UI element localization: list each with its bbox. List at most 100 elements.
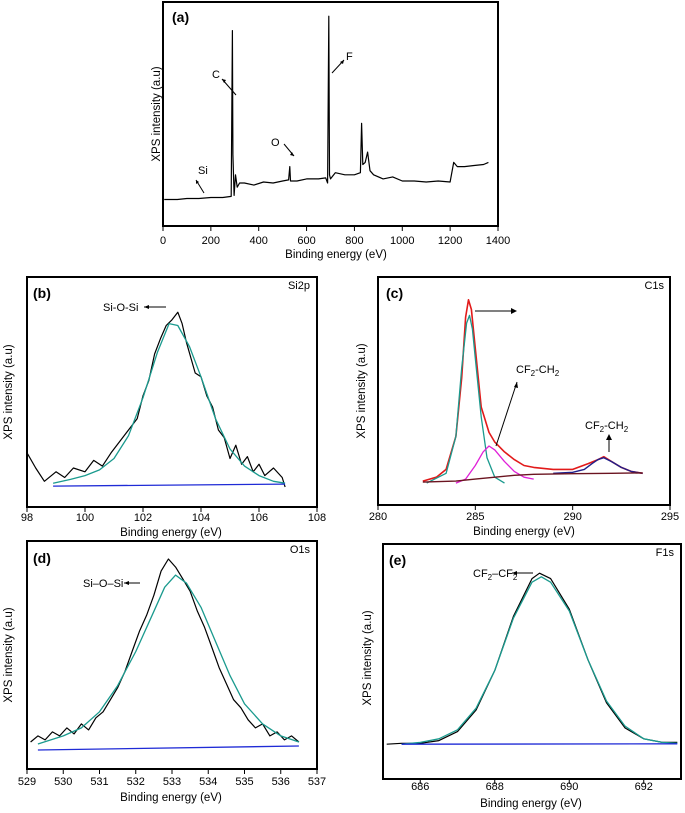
x-tick-label: 600 (297, 235, 315, 247)
plot-frame (382, 543, 682, 780)
x-tick-label: 104 (192, 512, 210, 524)
peak-label-o: O (271, 137, 280, 149)
x-tick-label: 290 (563, 511, 581, 523)
arrowhead (222, 79, 226, 83)
x-axis-label: Binding energy (eV) (120, 527, 222, 539)
arrowhead (196, 180, 199, 184)
x-tick-label: 536 (272, 776, 290, 788)
arrowhead (606, 434, 612, 440)
x-tick-label: 531 (90, 776, 108, 788)
corner-label: F1s (656, 547, 675, 559)
x-tick-label: 537 (308, 776, 326, 788)
series-raw-line (164, 15, 489, 201)
y-axis-label: XPS intensity (a.u) (362, 610, 374, 705)
peak-label-cf2-cf2: CF2–CF2 (473, 568, 518, 582)
x-tick-label: 529 (18, 776, 36, 788)
arrowhead (514, 382, 518, 388)
panel-label: (b) (33, 285, 51, 301)
corner-label: C1s (644, 280, 664, 292)
label-subscript: 2 (531, 369, 536, 378)
x-tick-label: 532 (127, 776, 145, 788)
series-fit-line (52, 322, 286, 484)
x-tick-label: 295 (661, 511, 679, 523)
x-axis-label: Binding energy (eV) (473, 526, 575, 538)
peak-label-si: Si (198, 165, 208, 177)
x-tick-label: 0 (160, 235, 166, 247)
label-subscript: 2 (513, 573, 518, 582)
label-part: CF (516, 364, 531, 376)
y-axis-label: XPS intensity (a.u) (3, 607, 15, 702)
plot-frame (162, 1, 499, 227)
panel-label: (e) (389, 552, 406, 568)
peak-label-si-o-si: Si–O–Si (83, 578, 123, 590)
plot-frame (377, 276, 671, 506)
arrowhead (511, 308, 517, 314)
series-baseline-line (53, 483, 286, 487)
x-tick-label: 530 (54, 776, 72, 788)
panel-label: (c) (386, 285, 403, 301)
label-subscript: 2 (555, 369, 560, 378)
x-tick-label: 285 (466, 511, 484, 523)
x-tick-label: 106 (250, 512, 268, 524)
x-tick-label: 98 (21, 512, 33, 524)
component-label-cf2-ch2-b: CF2-CH2 (585, 420, 629, 434)
y-axis-label: XPS intensity (a.u) (3, 344, 15, 439)
x-tick-label: 692 (635, 781, 653, 793)
x-tick-label: 534 (199, 776, 217, 788)
corner-label: Si2p (288, 280, 310, 292)
series-raw-line (30, 558, 300, 743)
arrowhead (124, 581, 129, 585)
x-axis-label: Binding energy (eV) (285, 249, 387, 261)
x-axis-label: Binding energy (eV) (480, 798, 582, 810)
series-fit-line (426, 314, 505, 484)
series-raw-line (386, 572, 678, 745)
series-raw-line (26, 311, 286, 488)
x-tick-label: 1400 (486, 235, 510, 247)
x-tick-label: 535 (235, 776, 253, 788)
peak-label-c: C (212, 69, 220, 81)
x-tick-label: 280 (369, 511, 387, 523)
panel-b-si2p: (b) Si2p XPS intensity (a.u) Binding ene… (3, 276, 326, 539)
series-comp3-line (553, 457, 643, 474)
x-tick-label: 100 (76, 512, 94, 524)
series-comp2-line (455, 445, 534, 484)
series-fit-line (37, 574, 300, 745)
label-subscript: 2 (624, 425, 629, 434)
peak-arrow (495, 381, 518, 447)
x-tick-label: 1000 (390, 235, 414, 247)
series-fit-line (401, 576, 678, 745)
component-label-cf2-ch2-a: CF2-CH2 (516, 364, 560, 378)
x-tick-label: 1200 (438, 235, 462, 247)
y-axis-label: XPS intensity (a.u) (356, 343, 368, 438)
x-tick-label: 690 (560, 781, 578, 793)
plot-frame (26, 276, 318, 508)
x-axis-label: Binding energy (eV) (120, 792, 222, 804)
x-tick-label: 688 (486, 781, 504, 793)
x-tick-label: 200 (202, 235, 220, 247)
label-part: -CH (535, 364, 555, 376)
panel-a-survey: (a) XPS intensity (a.u) Binding energy (… (151, 1, 510, 261)
x-tick-label: 686 (411, 781, 429, 793)
label-part: CF (585, 420, 600, 432)
x-tick-label: 102 (134, 512, 152, 524)
x-tick-label: 800 (345, 235, 363, 247)
plot-frame (26, 540, 318, 770)
series-baseline-line (37, 745, 299, 751)
label-part: -CH (604, 420, 624, 432)
label-subscript: 2 (600, 425, 605, 434)
y-axis-label: XPS intensity (a.u) (151, 66, 163, 161)
panel-e-f1s: (e) F1s XPS intensity (a.u) Binding ener… (362, 543, 682, 810)
peak-label-f: F (346, 51, 353, 63)
panel-label: (d) (33, 550, 51, 566)
x-tick-label: 108 (308, 512, 326, 524)
panel-c-c1s: (c) C1s XPS intensity (a.u) Binding ener… (356, 276, 679, 538)
panel-d-o1s: (d) O1s XPS intensity (a.u) Binding ener… (3, 540, 326, 804)
label-part: CF (473, 568, 488, 580)
corner-label: O1s (290, 544, 311, 556)
label-part: –CF (492, 568, 513, 580)
arrowhead (512, 571, 517, 575)
panel-label: (a) (172, 9, 189, 25)
arrowhead (290, 152, 294, 156)
arrowhead (340, 60, 344, 64)
